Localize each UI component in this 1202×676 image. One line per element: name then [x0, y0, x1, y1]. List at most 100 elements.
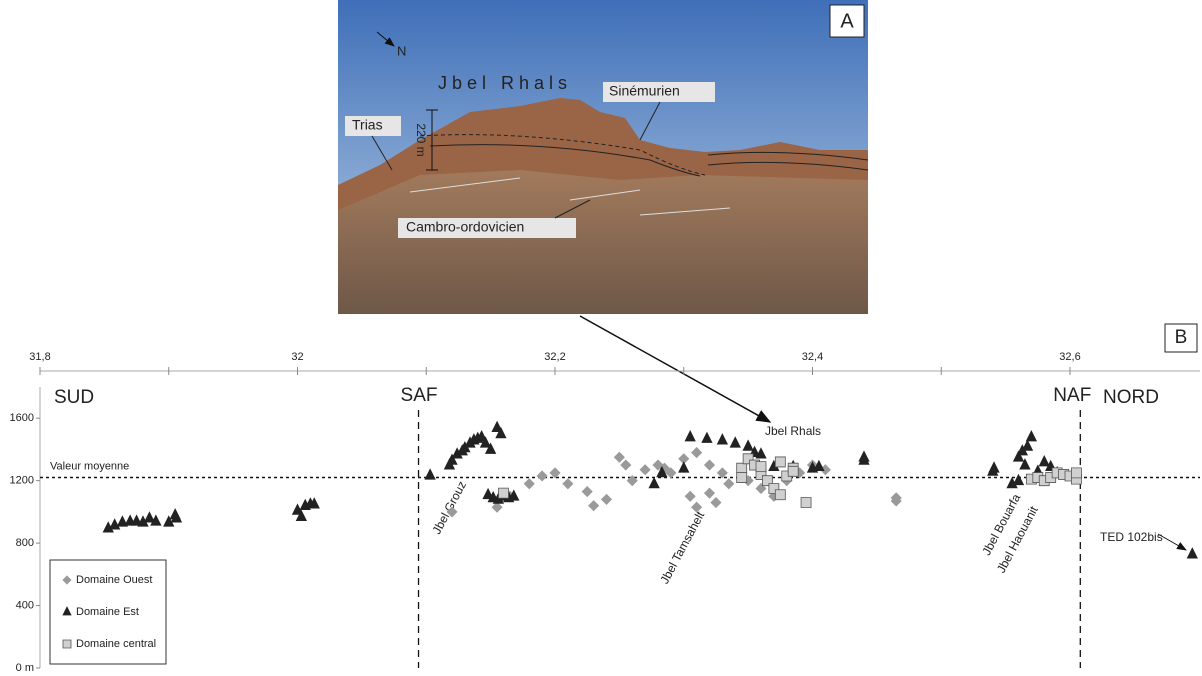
- diamond-marker: [613, 451, 625, 463]
- triangle-marker: [170, 511, 183, 523]
- triangle-marker: [508, 489, 520, 501]
- x-tick-label: 32: [291, 351, 303, 363]
- panel-label: B: [1175, 327, 1188, 348]
- triangle-marker: [130, 514, 143, 526]
- triangle-marker: [446, 453, 458, 465]
- diamond-marker: [549, 467, 561, 479]
- legend-label: Domaine Est: [76, 606, 139, 618]
- diamond-marker: [703, 459, 716, 471]
- square-marker: [755, 461, 767, 473]
- photo-label: Trias: [352, 117, 383, 133]
- triangle-marker: [475, 430, 488, 442]
- triangle-marker: [484, 442, 497, 454]
- y-tick-label: 400: [16, 599, 34, 611]
- triangle-marker: [813, 459, 825, 472]
- diamond-marker: [523, 478, 535, 490]
- triangle-marker: [729, 436, 741, 448]
- triangle-marker: [479, 436, 492, 448]
- triangle-marker: [701, 431, 713, 443]
- triangle-marker: [684, 430, 696, 442]
- square-marker: [498, 487, 509, 499]
- site-label: TED 102bis: [1100, 530, 1163, 544]
- mean-label: Valeur moyenne: [50, 460, 129, 472]
- region-label: NORD: [1103, 387, 1159, 408]
- diamond-marker: [446, 506, 458, 518]
- diamond-marker: [755, 482, 767, 495]
- diamond-marker: [626, 475, 638, 487]
- photo-label: 220 m: [414, 123, 428, 156]
- diamond-marker: [890, 495, 902, 507]
- triangle-marker: [109, 518, 121, 530]
- diamond-marker: [684, 490, 696, 502]
- diamond-marker: [536, 470, 548, 482]
- triangle-marker: [150, 514, 162, 526]
- triangle-marker: [1021, 439, 1034, 451]
- square-marker: [736, 472, 748, 483]
- y-tick-label: 1200: [10, 475, 34, 487]
- triangle-marker: [716, 433, 729, 445]
- y-tick-label: 1600: [10, 412, 34, 424]
- legend-label: Domaine Ouest: [76, 574, 152, 586]
- diamond-marker: [581, 486, 593, 498]
- triangle-marker: [491, 420, 503, 432]
- legend-marker: [62, 639, 72, 649]
- triangle-marker: [858, 453, 870, 465]
- triangle-marker: [988, 461, 1000, 473]
- fault-label: SAF: [401, 385, 438, 406]
- diamond-marker: [652, 459, 664, 471]
- x-tick-label: 32,4: [802, 351, 823, 363]
- region-label: SUD: [54, 387, 94, 408]
- triangle-marker: [1012, 473, 1025, 486]
- square-marker: [774, 456, 786, 468]
- square-marker: [800, 497, 812, 508]
- triangle-marker: [1012, 450, 1025, 462]
- legend-marker: [62, 575, 72, 585]
- diamond-marker: [562, 478, 574, 490]
- legend-marker: [62, 606, 72, 616]
- triangle-marker: [755, 447, 767, 459]
- triangle-marker: [424, 468, 436, 480]
- triangle-marker: [143, 511, 156, 523]
- y-tick-label: 800: [16, 537, 34, 549]
- diamond-marker: [639, 464, 651, 476]
- x-tick-label: 32,6: [1059, 351, 1080, 363]
- triangle-marker: [482, 487, 494, 500]
- legend-label: Domaine central: [76, 638, 156, 650]
- triangle-marker: [656, 465, 668, 478]
- panel-box: [1164, 323, 1198, 353]
- triangle-marker: [742, 439, 754, 451]
- photo-label: Cambro-ordovicien: [406, 219, 524, 235]
- square-marker: [1071, 467, 1082, 479]
- photo-label: Sinémurien: [609, 83, 680, 99]
- square-marker: [736, 462, 748, 474]
- x-tick-label: 31,8: [29, 351, 50, 363]
- triangle-marker: [1025, 430, 1038, 442]
- x-tick-label: 32,2: [544, 351, 565, 363]
- site-label: Jbel Grouz: [429, 479, 469, 537]
- diamond-marker: [710, 496, 722, 509]
- diamond-marker: [600, 493, 613, 505]
- diamond-marker: [691, 447, 703, 459]
- triangle-marker: [163, 515, 175, 527]
- triangle-marker: [1019, 458, 1031, 470]
- arrow: [1157, 533, 1187, 551]
- triangle-marker: [116, 515, 129, 527]
- arrow: [579, 315, 772, 423]
- triangle-marker: [308, 497, 320, 509]
- site-label: Jbel Tamsahelt: [657, 509, 707, 587]
- triangle-marker: [1186, 547, 1198, 559]
- square-marker: [787, 465, 799, 477]
- triangle-marker: [1038, 455, 1050, 467]
- fault-label: NAF: [1053, 385, 1091, 406]
- diamond-marker: [703, 487, 716, 499]
- diamond-marker: [491, 501, 503, 513]
- triangle-marker: [495, 426, 507, 439]
- diamond-marker: [665, 467, 677, 479]
- photo-title: Jbel Rhals: [438, 73, 572, 93]
- north-label: N: [397, 43, 406, 58]
- y-tick-label: 0 m: [16, 662, 34, 674]
- square-marker: [774, 489, 786, 501]
- diamond-marker: [716, 467, 728, 479]
- diamond-marker: [723, 478, 735, 490]
